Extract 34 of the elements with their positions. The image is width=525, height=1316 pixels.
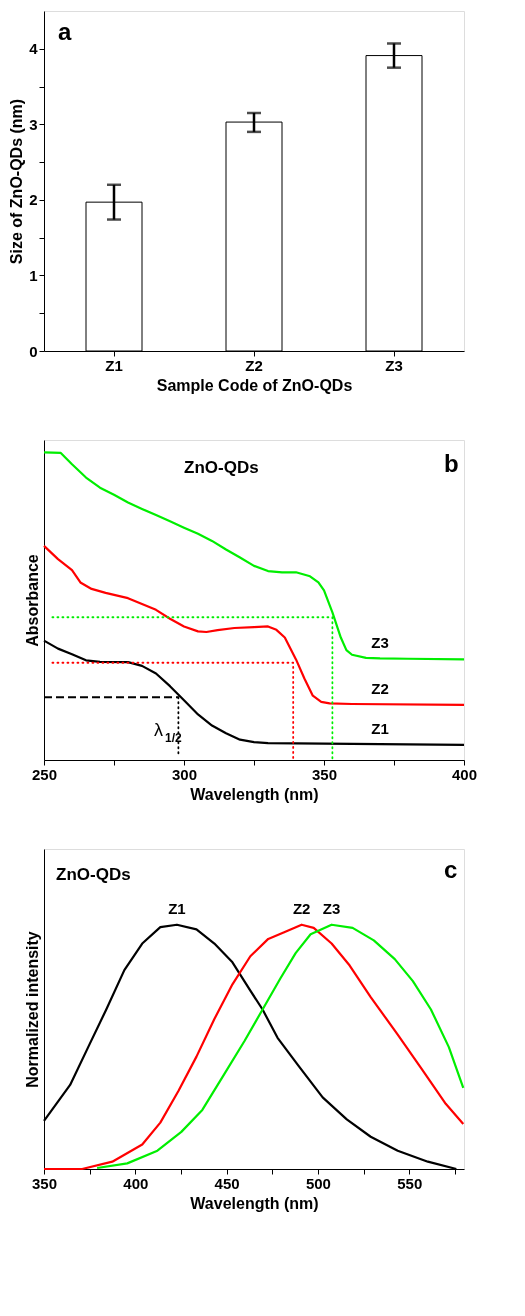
x-tick-label: Z1 bbox=[105, 356, 123, 374]
x-tick-label: 350 bbox=[31, 1174, 58, 1192]
x-tick-label: 300 bbox=[171, 765, 198, 783]
x-axis-title: Wavelength (nm) bbox=[190, 1194, 319, 1212]
x-axis-title: Sample Code of ZnO-QDs bbox=[156, 376, 353, 394]
y-axis-title: Size of ZnO-QDs (nm) bbox=[8, 98, 26, 265]
annotation: b bbox=[444, 450, 459, 477]
y-tick-label: 3 bbox=[29, 115, 38, 133]
series-label: Z1 bbox=[371, 719, 389, 737]
x-tick-label: 450 bbox=[214, 1174, 240, 1192]
x-tick-label: 250 bbox=[31, 765, 58, 783]
series-label: Z2 bbox=[292, 899, 311, 917]
y-tick-label: 0 bbox=[29, 342, 38, 360]
x-tick-label: 350 bbox=[311, 765, 338, 783]
x-tick-label: 400 bbox=[451, 765, 478, 783]
x-tick-label: Z2 bbox=[245, 356, 263, 374]
y-axis-title: Normalized intensity bbox=[23, 931, 41, 1088]
text: ZnO-QDs bbox=[56, 865, 131, 884]
series-label: Z3 bbox=[371, 634, 389, 652]
y-axis-title: Absorbance bbox=[23, 554, 41, 647]
series-label: Z3 bbox=[322, 899, 341, 917]
text: c bbox=[444, 856, 458, 883]
series-label: Z1 bbox=[168, 899, 186, 917]
x-tick-label: 550 bbox=[397, 1174, 423, 1192]
y-tick-label: 4 bbox=[29, 40, 39, 58]
series-label: Z2 bbox=[371, 679, 389, 697]
annotation: ZnO-QDs bbox=[184, 458, 259, 477]
x-tick-label: 500 bbox=[305, 1174, 331, 1192]
annotation: a bbox=[58, 18, 72, 45]
x-axis-title: Wavelength (nm) bbox=[190, 785, 319, 803]
x-tick-label: Z3 bbox=[385, 356, 403, 374]
y-tick-label: 1 bbox=[29, 266, 38, 284]
x-tick-label: 400 bbox=[123, 1174, 149, 1192]
y-tick-label: 2 bbox=[29, 191, 38, 209]
